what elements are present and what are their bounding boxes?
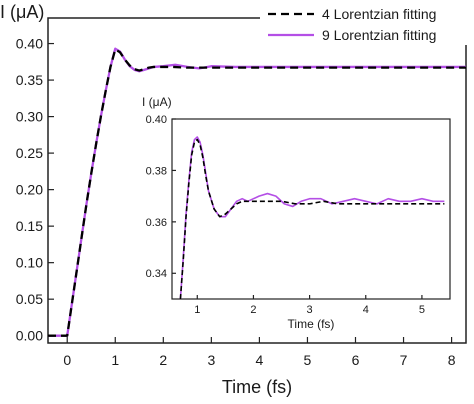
main-plot-frame	[47, 17, 467, 344]
inset-x-tick-label: 4	[363, 304, 369, 316]
inset-y-tick-label: 0.40	[146, 114, 167, 126]
legend-label-series-1: 4 Lorentzian fitting	[322, 6, 436, 22]
main-y-tick-label: 0.10	[16, 255, 43, 271]
main-y-tick-label: 0.25	[16, 145, 43, 161]
inset-x-tick-label: 3	[307, 304, 313, 316]
inset-y-tick-label: 0.36	[146, 217, 167, 229]
main-x-tick-label: 1	[111, 352, 119, 368]
inset-chart: 1 2 3 4 5 0.34 0.36 0.38 0.40 I (μA) Time (fs)	[142, 95, 451, 331]
inset-plot-frame	[171, 118, 451, 300]
main-x-tick-label: 7	[400, 352, 408, 368]
inset-x-tick-label: 5	[419, 304, 425, 316]
legend-box	[260, 2, 472, 45]
inset-y-tick-label: 0.38	[146, 165, 167, 177]
main-y-tick-label: 0.20	[16, 182, 43, 198]
inset-x-tick-label: 2	[250, 304, 256, 316]
main-y-tick-label: 0.30	[16, 109, 43, 125]
main-y-tick-label: 0.40	[16, 36, 43, 52]
inset-x-ticks: 1 2 3 4 5	[194, 295, 425, 316]
main-x-tick-label: 5	[304, 352, 312, 368]
inset-y-axis-title: I (μA)	[142, 95, 172, 109]
main-x-tick-label: 6	[352, 352, 360, 368]
main-y-tick-label: 0.00	[16, 328, 43, 344]
main-x-tick-label: 3	[207, 352, 215, 368]
main-y-tick-label: 0.15	[16, 218, 43, 234]
legend: 4 Lorentzian fitting 9 Lorentzian fittin…	[260, 2, 472, 45]
main-x-tick-label: 2	[159, 352, 167, 368]
legend-label-series-2: 9 Lorentzian fitting	[322, 27, 436, 43]
main-x-tick-label: 8	[448, 352, 456, 368]
main-series-2-line	[48, 47, 466, 337]
inset-x-tick-label: 1	[194, 304, 200, 316]
main-x-tick-label: 0	[63, 352, 71, 368]
main-y-tick-label: 0.35	[16, 72, 43, 88]
main-y-ticks: 0.00 0.05 0.10 0.15 0.20 0.25 0.30 0.35 0.40	[16, 36, 54, 344]
main-y-tick-label: 0.05	[16, 291, 43, 307]
main-x-tick-label: 4	[256, 352, 264, 368]
inset-background	[172, 119, 450, 299]
inset-series-lines	[179, 136, 445, 299]
inset-series-1-line	[179, 138, 445, 299]
main-y-axis-title: I (μA)	[0, 2, 44, 22]
main-x-ticks: 0 1 2 3 4 5 6 7 8	[63, 337, 456, 368]
main-series-lines	[48, 47, 466, 337]
inset-x-axis-title: Time (fs)	[288, 317, 335, 331]
inset-y-tick-label: 0.34	[146, 268, 167, 280]
main-x-axis-title: Time (fs)	[222, 377, 292, 397]
inset-y-ticks: 0.34 0.36 0.38 0.40	[146, 114, 176, 280]
